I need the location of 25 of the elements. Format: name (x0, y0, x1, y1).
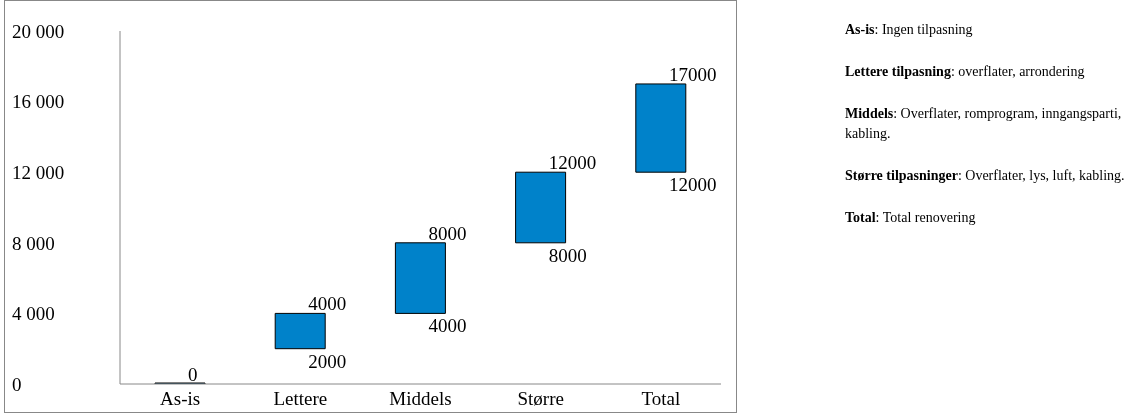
annotation: 2000 (308, 350, 347, 372)
y-tick-label: 0 (12, 373, 22, 395)
x-tick-label: Total (641, 388, 681, 410)
y-tick-label: 20 000 (12, 20, 65, 42)
x-tick-label: Lettere (273, 388, 328, 410)
y-tick-label: 12 000 (12, 161, 65, 183)
text: Lettere tilpasning: overflater, arrondering (845, 63, 1086, 81)
annotation: 4000 (308, 293, 347, 315)
y-tick-label: 4 000 (12, 303, 55, 325)
y-tick-label: 8 000 (12, 232, 55, 254)
annotation: 12000 (668, 174, 717, 196)
annotation: 12000 (548, 152, 597, 174)
text: Middels: Overflater, romprogram, inngangsparti, kabling. (845, 105, 1123, 143)
x-tick-label: As-is (160, 388, 201, 410)
text: As-is: Ingen tilpasning (845, 21, 974, 39)
x-tick-label: Større (517, 388, 564, 410)
annotation: 0 (188, 364, 198, 385)
y-tick-label: 16 000 (12, 91, 65, 113)
annotation: 17000 (668, 63, 717, 85)
annotation: 8000 (548, 244, 587, 266)
text: Total: Total renovering (845, 209, 977, 227)
annotation: 8000 (428, 222, 467, 244)
x-tick-label: Middels (389, 388, 452, 410)
text: Større tilpasninger: Overflater, lys, luft, kabling. (845, 167, 1125, 185)
annotation: 4000 (428, 315, 467, 337)
